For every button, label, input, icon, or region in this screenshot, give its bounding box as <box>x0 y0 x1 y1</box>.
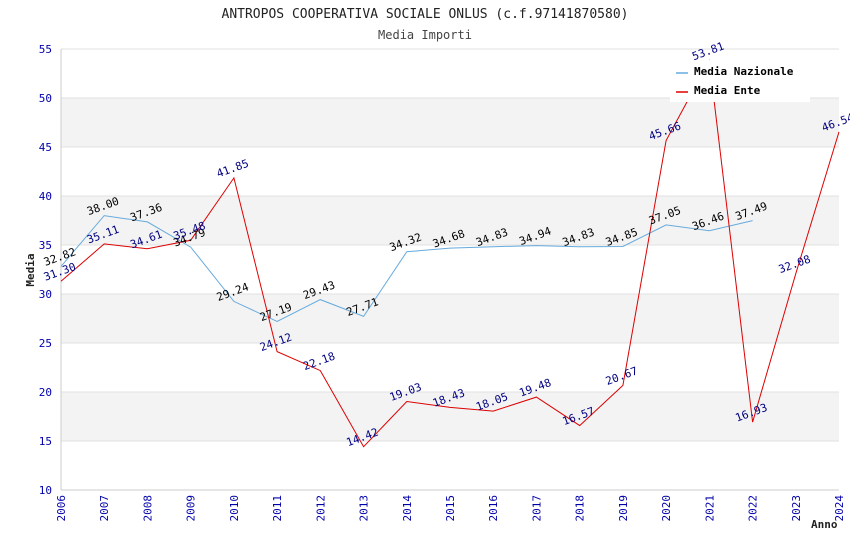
x-tick-label: 2021 <box>703 495 716 522</box>
data-label-ente: 53.81 <box>690 40 726 64</box>
y-axis-label: Media <box>24 253 37 286</box>
grid-band <box>61 392 839 441</box>
y-tick-label: 55 <box>39 43 52 56</box>
x-tick-label: 2007 <box>98 495 111 522</box>
grid-band <box>61 196 839 245</box>
x-tick-label: 2020 <box>660 495 673 522</box>
y-tick-label: 30 <box>39 288 52 301</box>
x-tick-label: 2024 <box>833 495 846 522</box>
x-tick-label: 2009 <box>185 495 198 522</box>
y-tick-labels: 10 15 20 25 30 35 40 45 50 55 <box>39 43 52 497</box>
x-tick-label: 2015 <box>444 495 457 522</box>
x-tick-label: 2008 <box>141 495 154 522</box>
x-tick-label: 2022 <box>747 495 760 522</box>
x-tick-label: 2014 <box>401 495 414 522</box>
x-tick-label: 2019 <box>617 495 630 522</box>
y-tick-label: 25 <box>39 337 52 350</box>
grid-band <box>61 98 839 147</box>
x-axis-label: Anno <box>811 518 838 531</box>
x-tick-label: 2016 <box>487 495 500 522</box>
x-tick-label: 2012 <box>314 495 327 522</box>
series-line-nazionale <box>60 215 753 323</box>
chart-subtitle: Media Importi <box>378 28 472 42</box>
y-tick-label: 45 <box>39 141 52 154</box>
x-tick-label: 2023 <box>790 495 803 522</box>
x-tick-label: 2017 <box>530 495 543 522</box>
grid-bands <box>61 98 839 441</box>
chart-title: ANTROPOS COOPERATIVA SOCIALE ONLUS (c.f.… <box>222 7 629 22</box>
legend: Media Nazionale Media Ente <box>670 60 810 102</box>
grid-lines <box>61 48 839 491</box>
x-tick-label: 2011 <box>271 495 284 522</box>
y-tick-label: 20 <box>39 386 52 399</box>
y-tick-label: 15 <box>39 435 52 448</box>
y-tick-label: 50 <box>39 92 52 105</box>
legend-label-ente: Media Ente <box>694 84 761 97</box>
x-tick-label: 2010 <box>228 495 241 522</box>
y-tick-label: 40 <box>39 190 52 203</box>
data-label-ente: 32.08 <box>777 253 813 277</box>
grid-band <box>61 294 839 343</box>
legend-label-nazionale: Media Nazionale <box>694 65 794 78</box>
y-tick-label: 10 <box>39 484 52 497</box>
x-tick-label: 2013 <box>358 495 371 522</box>
data-label-ente: 41.85 <box>215 157 251 181</box>
x-tick-labels: 2006 2007 2008 2009 2010 2011 2012 2013 2014 2015… <box>55 495 846 522</box>
x-tick-label: 2018 <box>574 495 587 522</box>
legend-box <box>670 60 810 102</box>
data-label-ente: 20.67 <box>604 364 640 388</box>
y-tick-label: 35 <box>39 239 52 252</box>
x-tick-label: 2006 <box>55 495 68 522</box>
